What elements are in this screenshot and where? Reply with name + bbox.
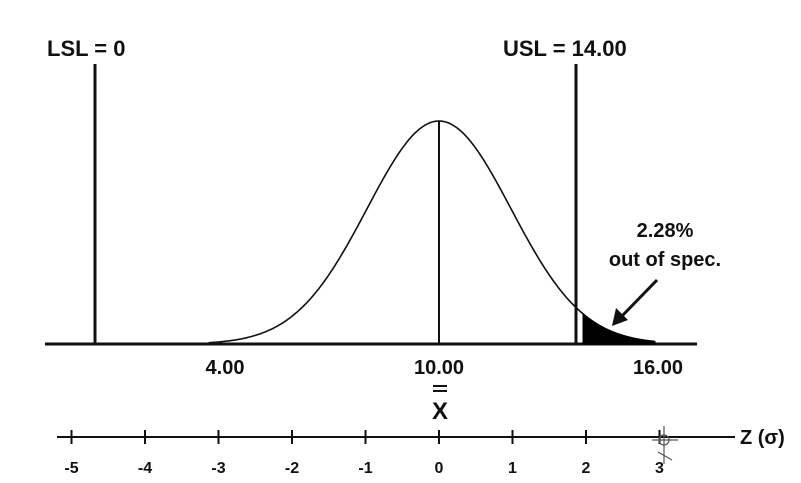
z-tick-label: -2	[285, 460, 299, 477]
z-tick-label: 1	[508, 460, 517, 477]
callout-arrow-head	[612, 308, 628, 326]
z-axis-label: Z (σ)	[740, 427, 785, 449]
z-tick-label: 2	[582, 460, 591, 477]
z-tick-label: -5	[64, 460, 78, 477]
x-mean-symbol: X	[432, 398, 448, 425]
x-tick-label-16: 16.00	[633, 357, 683, 379]
callout-text: out of spec.	[609, 249, 721, 271]
callout-percent: 2.28%	[637, 220, 694, 242]
normal-curve	[208, 120, 656, 344]
lsl-label: LSL = 0	[47, 36, 125, 61]
crosshair-icon	[652, 426, 678, 464]
z-tick-label: 3	[655, 460, 664, 477]
z-tick-label: -4	[138, 460, 152, 477]
z-axis-ticks: -5 -4 -3 -2 -1 0 1 2 3	[64, 430, 664, 477]
x-tick-label-4: 4.00	[206, 357, 245, 379]
callout-arrow-shaft	[620, 278, 659, 318]
out-of-spec-tail	[582, 312, 656, 345]
usl-label: USL = 14.00	[503, 36, 627, 61]
z-tick-label: -1	[358, 460, 372, 477]
z-tick-label: -3	[211, 460, 225, 477]
z-tick-label: 0	[435, 460, 444, 477]
x-tick-label-10: 10.00	[414, 357, 464, 379]
